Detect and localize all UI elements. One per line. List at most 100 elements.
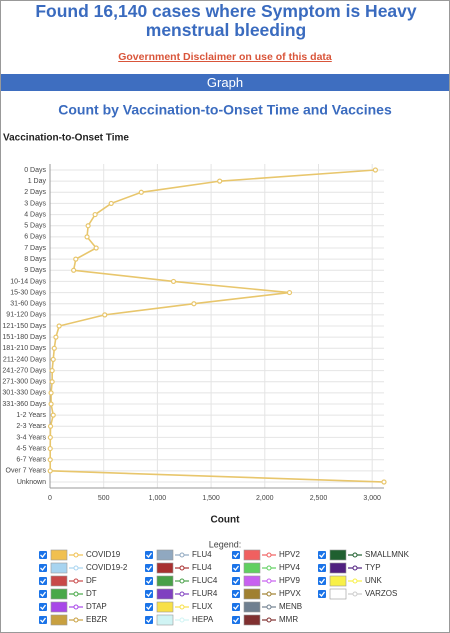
legend-checkbox[interactable]	[39, 603, 47, 611]
y-tick-label: 331-360 Days	[2, 401, 46, 408]
data-point	[191, 301, 197, 307]
legend-checkbox[interactable]	[145, 564, 153, 572]
data-point	[49, 379, 55, 385]
legend-label: FLUR4	[192, 589, 218, 598]
checkmark	[146, 565, 153, 571]
legend-swatch	[329, 549, 347, 561]
y-tick-label: 241-270 Days	[2, 367, 46, 374]
legend-checkbox[interactable]	[318, 551, 326, 559]
data-point	[85, 223, 91, 229]
legend-label: SMALLMNK	[365, 550, 410, 559]
data-point	[381, 479, 387, 485]
data-point	[217, 178, 223, 184]
y-tick-label: 3 Days	[24, 200, 46, 207]
legend-checkbox[interactable]	[39, 551, 47, 559]
legend-marker	[352, 552, 358, 558]
data-point	[56, 323, 62, 329]
legend-checkbox[interactable]	[232, 577, 240, 585]
legend-swatch	[50, 562, 68, 574]
legend-swatch	[50, 614, 68, 626]
legend-checkbox[interactable]	[232, 603, 240, 611]
legend-marker	[179, 591, 185, 597]
legend-marker	[73, 552, 79, 558]
y-tick-label: 4 Days	[24, 211, 46, 218]
legend-label: FLU4	[192, 563, 212, 572]
legend-label: MENB	[279, 602, 302, 611]
legend-label: FLU4	[192, 550, 212, 559]
legend-checkbox[interactable]	[145, 603, 153, 611]
legend-marker	[352, 591, 358, 597]
checkmark	[40, 604, 47, 610]
legend-checkbox[interactable]	[145, 616, 153, 624]
data-point	[51, 345, 57, 351]
y-tick-label: 9 Days	[24, 267, 46, 274]
legend-checkbox[interactable]	[39, 577, 47, 585]
legend-swatch	[243, 549, 261, 561]
legend-swatch	[243, 614, 261, 626]
y-tick-label: 5 Days	[24, 223, 46, 230]
legend-marker	[266, 591, 272, 597]
y-tick-label: 10-14 Days	[10, 278, 46, 285]
data-point	[286, 289, 293, 296]
page-title: Found 16,140 cases where Symptom is Heav…	[35, 1, 417, 40]
legend-label: HPV4	[279, 563, 300, 572]
legend-label: DTAP	[86, 602, 107, 611]
legend-checkbox[interactable]	[232, 616, 240, 624]
legend-marker	[352, 578, 358, 584]
legend-marker	[266, 552, 272, 558]
data-point	[47, 423, 54, 429]
data-point	[108, 200, 114, 207]
legend-checkbox[interactable]	[39, 590, 47, 598]
x-tick-label: 3,000	[363, 495, 381, 502]
data-point	[48, 390, 54, 396]
legend-label: HEPA	[192, 615, 214, 624]
data-point	[50, 412, 56, 418]
data-point	[48, 401, 54, 407]
legend-checkbox[interactable]	[39, 616, 47, 624]
x-tick-label: 500	[98, 495, 110, 502]
y-tick-label: 2 Days	[24, 189, 46, 196]
y-tick-label: 15-30 Days	[10, 289, 46, 296]
y-axis-title: Vaccination-to-Onset Time	[3, 133, 129, 144]
legend-checkbox[interactable]	[232, 551, 240, 559]
legend-checkbox[interactable]	[318, 577, 326, 585]
legend-swatch	[50, 549, 68, 561]
legend-swatch	[329, 575, 347, 587]
legend-swatch	[156, 601, 174, 613]
legend-checkbox[interactable]	[145, 590, 153, 598]
y-tick-label: 8 Days	[24, 256, 46, 263]
y-tick-label: 181-210 Days	[2, 345, 46, 352]
checkmark	[233, 565, 240, 571]
legend-swatch	[243, 588, 261, 600]
legend-checkbox[interactable]	[145, 551, 153, 559]
data-point	[138, 189, 144, 195]
legend-marker	[352, 565, 358, 571]
legend-checkbox[interactable]	[145, 577, 153, 585]
y-tick-label: 6-7 Years	[16, 457, 46, 464]
checkmark	[233, 552, 240, 558]
y-tick-label: 211-240 Days	[3, 356, 47, 363]
chart-title: Count by Vaccination-to-Onset Time and V…	[58, 102, 392, 118]
data-point	[170, 278, 177, 285]
legend-checkbox[interactable]	[232, 590, 240, 598]
y-tick-label: 7 Days	[24, 245, 46, 252]
legend-label: VARZOS	[365, 589, 397, 598]
y-tick-label: 91-120 Days	[6, 312, 46, 319]
checkmark	[146, 591, 153, 597]
legend-swatch	[156, 588, 174, 600]
legend-checkbox[interactable]	[232, 564, 240, 572]
legend-checkbox[interactable]	[318, 590, 326, 598]
checkmark	[319, 591, 326, 597]
legend-marker	[73, 565, 79, 571]
legend-label: UNK	[365, 576, 383, 585]
checkmark	[146, 617, 153, 623]
legend-checkbox[interactable]	[39, 564, 47, 572]
legend-checkbox[interactable]	[318, 564, 326, 572]
checkmark	[40, 578, 47, 584]
y-tick-label: Over 7 Years	[6, 468, 47, 475]
disclaimer-link[interactable]: Government Disclaimer on use of this dat…	[118, 51, 332, 63]
data-point	[47, 468, 53, 474]
legend-swatch	[156, 575, 174, 587]
